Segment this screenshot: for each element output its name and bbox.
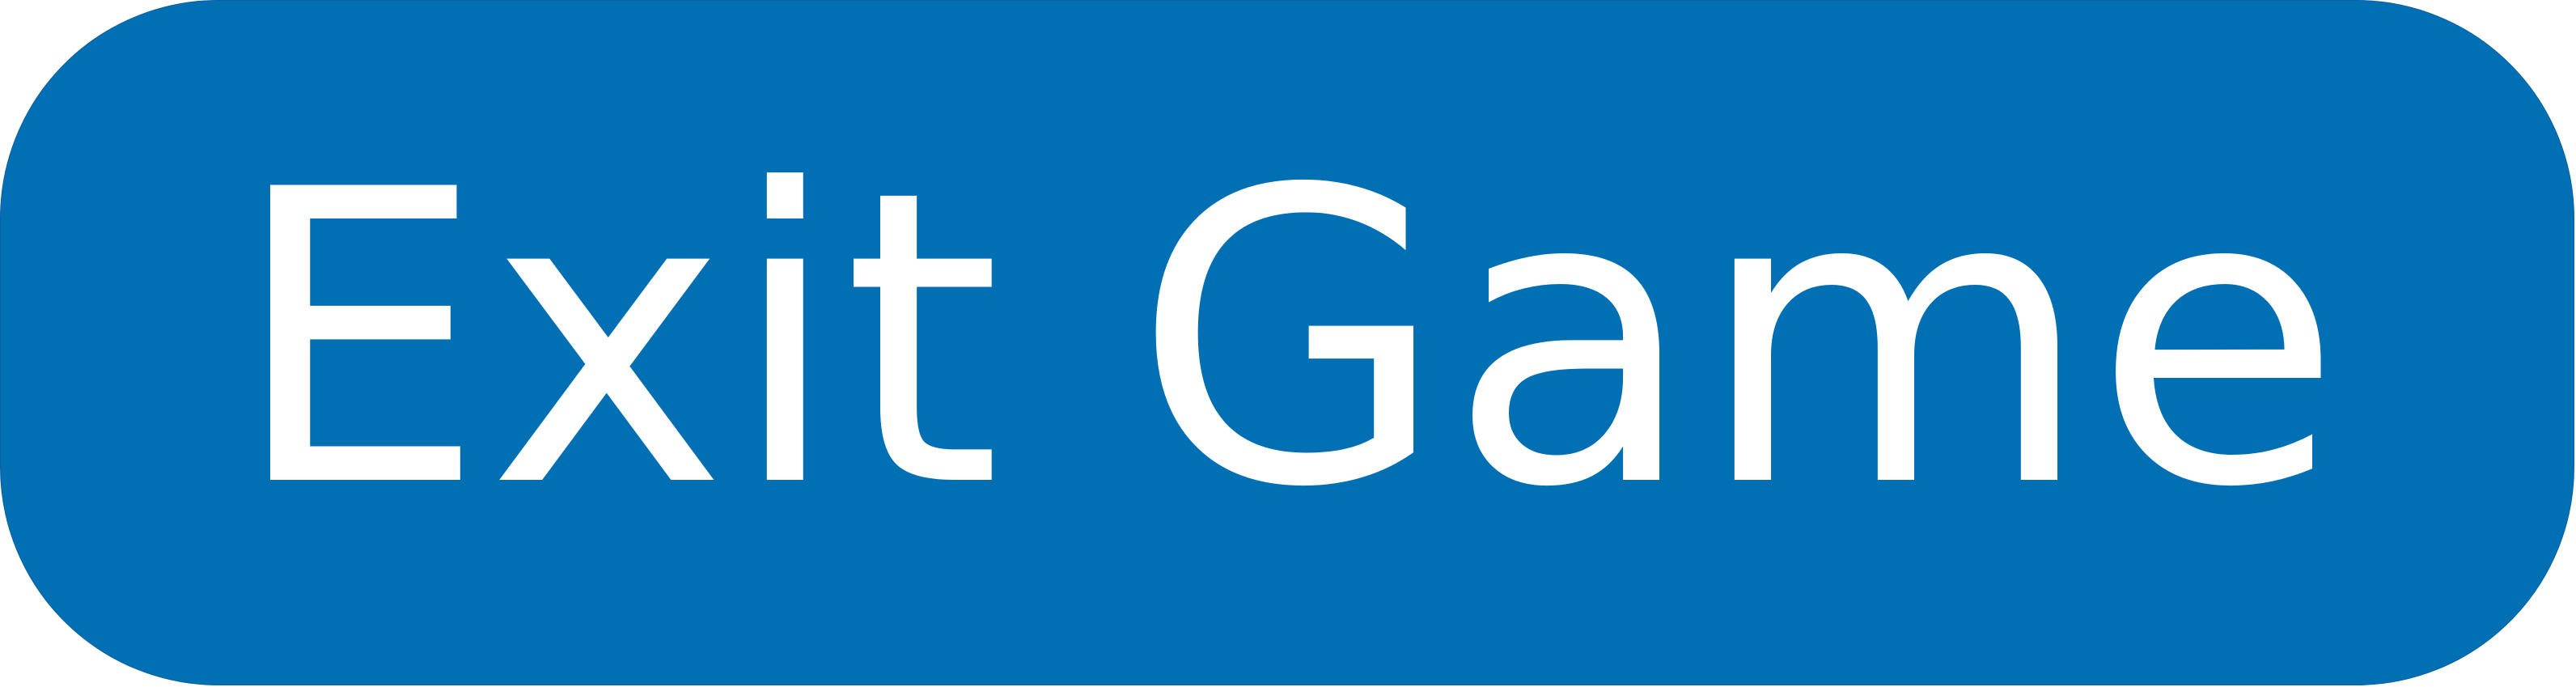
exit-game-label: Exit Game xyxy=(230,104,2345,575)
